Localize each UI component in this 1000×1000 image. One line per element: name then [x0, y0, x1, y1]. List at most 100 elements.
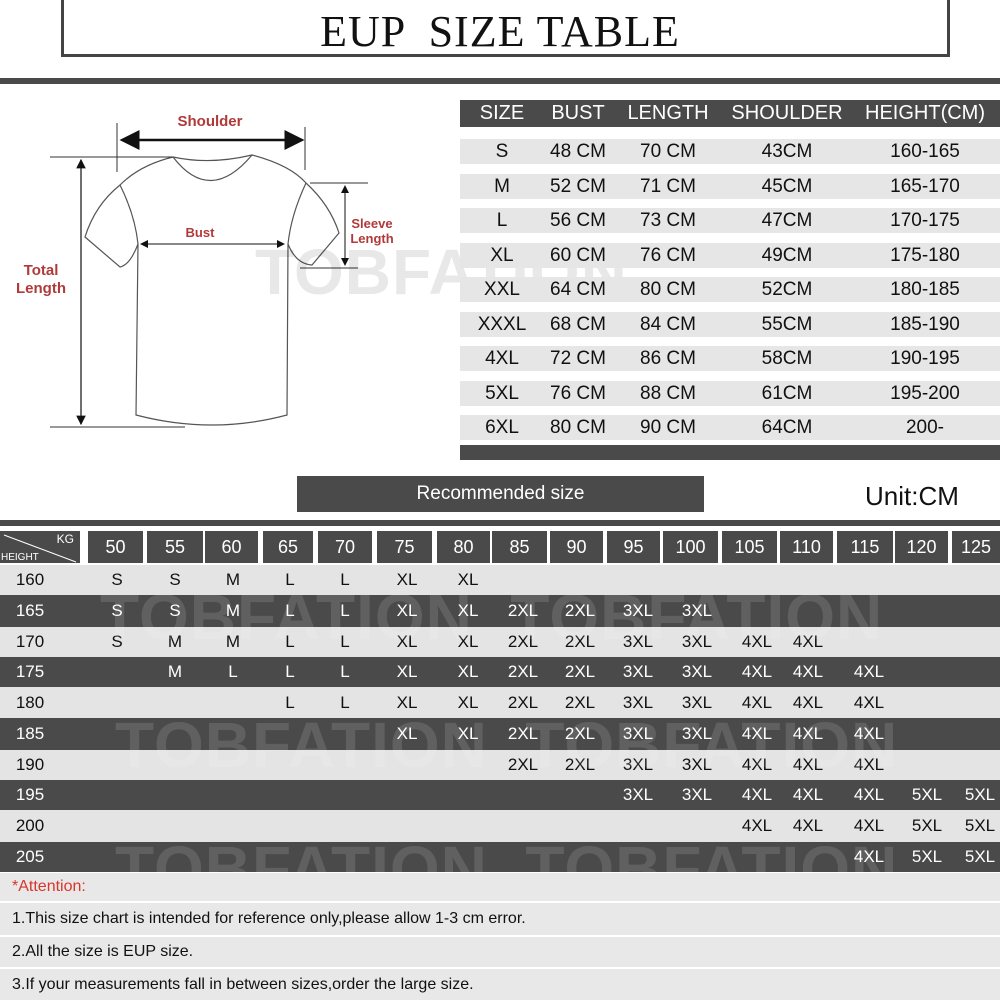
size-cell: L — [340, 662, 350, 681]
total-length-label: Total Length — [8, 262, 74, 298]
table-cell: 55CM — [761, 313, 813, 335]
size-cell: XL — [396, 662, 418, 681]
weight-header: 90 — [550, 531, 603, 563]
tshirt-outline — [84, 154, 340, 426]
title-frame — [61, 0, 950, 57]
table-cell: 52 CM — [550, 175, 606, 197]
table-cell: 73 CM — [640, 210, 696, 231]
size-cell: L — [340, 570, 350, 589]
table-row: 4XL 72 CM 86 CM 58CM 190-195 — [460, 346, 1000, 371]
size-cell: 3XL — [622, 632, 654, 651]
size-cell: 5XL — [911, 816, 943, 835]
weight-header: 85 — [492, 531, 547, 563]
table-cell: 48 CM — [550, 141, 606, 162]
column-header: SIZE — [479, 102, 525, 124]
size-cell: 4XL — [792, 816, 824, 835]
size-cell: 2XL — [507, 755, 539, 774]
table-cell: 195-200 — [890, 382, 960, 404]
size-cell: 4XL — [853, 724, 885, 743]
table-cell: 76 CM — [640, 244, 696, 266]
size-cell: 4XL — [853, 785, 885, 804]
row-height-label: 195 — [15, 785, 45, 804]
sleeve-label-line: Length — [350, 231, 394, 246]
size-cell: XL — [457, 601, 479, 620]
size-cell: XL — [457, 693, 479, 712]
table-cell: 76 CM — [550, 382, 606, 404]
row-height-label: 200 — [15, 816, 45, 835]
note-item: 3.If your measurements fall in between s… — [0, 969, 1000, 1000]
weight-header: 50 — [88, 531, 143, 563]
size-cell: 2XL — [507, 601, 539, 620]
size-cell: 2XL — [507, 662, 539, 681]
table-cell: 72 CM — [550, 348, 606, 369]
size-cell: 4XL — [853, 662, 885, 681]
table-cell: 6XL — [485, 417, 519, 438]
total-label-line: Total — [23, 262, 59, 279]
table-cell: 68 CM — [550, 313, 606, 335]
size-cell: 4XL — [741, 755, 773, 774]
column-header: LENGTH — [627, 102, 709, 124]
table-row: XXXL 68 CM 84 CM 55CM 185-190 — [460, 311, 1000, 337]
size-cell: 3XL — [622, 693, 654, 712]
size-cell: 3XL — [681, 601, 713, 620]
table-row: 180 L L XL XL 2XL 2XL 3XL 3XL 4XL 4XL 4XL — [0, 687, 1000, 718]
size-cell: 3XL — [622, 662, 654, 681]
table-cell: 84 CM — [640, 313, 696, 335]
size-cell: 2XL — [564, 755, 596, 774]
total-label-line: Length — [16, 280, 66, 297]
table-row: 165 S S M L L XL XL 2XL 2XL 3XL 3XL — [0, 595, 1000, 627]
size-cell: 4XL — [792, 632, 824, 651]
size-cell: L — [285, 662, 295, 681]
size-cell: 3XL — [681, 632, 713, 651]
size-cell: 4XL — [853, 847, 885, 866]
size-cell: 4XL — [741, 693, 773, 712]
size-cell: 5XL — [964, 847, 996, 866]
size-cell: 4XL — [792, 755, 824, 774]
bust-label: Bust — [185, 225, 215, 240]
size-cell: 2XL — [564, 662, 596, 681]
table-cell: 64 CM — [550, 279, 606, 300]
weight-header: 125 — [952, 531, 1000, 563]
table-row: 185 XL XL 2XL 2XL 3XL 3XL 4XL 4XL 4XL — [0, 718, 1000, 750]
table-row: 205 4XL 5XL 5XL — [0, 842, 1000, 872]
table-cell: 71 CM — [640, 175, 696, 197]
table-row: XL 60 CM 76 CM 49CM 175-180 — [460, 242, 1000, 268]
size-cell: 2XL — [507, 693, 539, 712]
table-cell: 52CM — [761, 279, 813, 300]
shoulder-label: Shoulder — [177, 113, 243, 130]
table-cell: 86 CM — [640, 348, 696, 369]
weight-header: 80 — [437, 531, 490, 563]
size-cell: 2XL — [564, 632, 596, 651]
size-cell: 4XL — [853, 693, 885, 712]
size-cell: M — [167, 632, 183, 651]
size-cell: 4XL — [741, 662, 773, 681]
row-height-label: 190 — [15, 755, 45, 774]
table-cell: 60 CM — [550, 244, 606, 266]
table-cell: 45CM — [761, 175, 813, 197]
table-cell: 5XL — [485, 382, 519, 404]
weight-header: 60 — [205, 531, 258, 563]
table-row: XXL 64 CM 80 CM 52CM 180-185 — [460, 277, 1000, 302]
unit-label: Unit:CM — [865, 481, 959, 511]
size-cell: L — [285, 601, 295, 620]
size-cell: 2XL — [564, 693, 596, 712]
table-row: 160 S S M L L XL XL — [0, 565, 1000, 595]
size-table-header: SIZE BUST LENGTH SHOULDER HEIGHT(CM) — [460, 100, 1000, 127]
table-cell: 200- — [905, 417, 945, 438]
size-cell: 3XL — [681, 755, 713, 774]
row-height-label: 180 — [15, 693, 45, 712]
table-cell: 160-165 — [890, 141, 960, 162]
size-cell: 5XL — [964, 785, 996, 804]
size-cell: 4XL — [792, 662, 824, 681]
size-cell: S — [111, 601, 123, 620]
size-cell: XL — [396, 570, 418, 589]
size-cell: 3XL — [622, 724, 654, 743]
table-cell: L — [496, 210, 508, 231]
size-cell: 2XL — [507, 632, 539, 651]
size-cell: 3XL — [622, 601, 654, 620]
size-cell: S — [111, 632, 123, 651]
table-cell: 58CM — [761, 348, 813, 369]
size-cell: M — [225, 632, 241, 651]
weight-header: 75 — [377, 531, 432, 563]
size-cell: S — [111, 570, 123, 589]
